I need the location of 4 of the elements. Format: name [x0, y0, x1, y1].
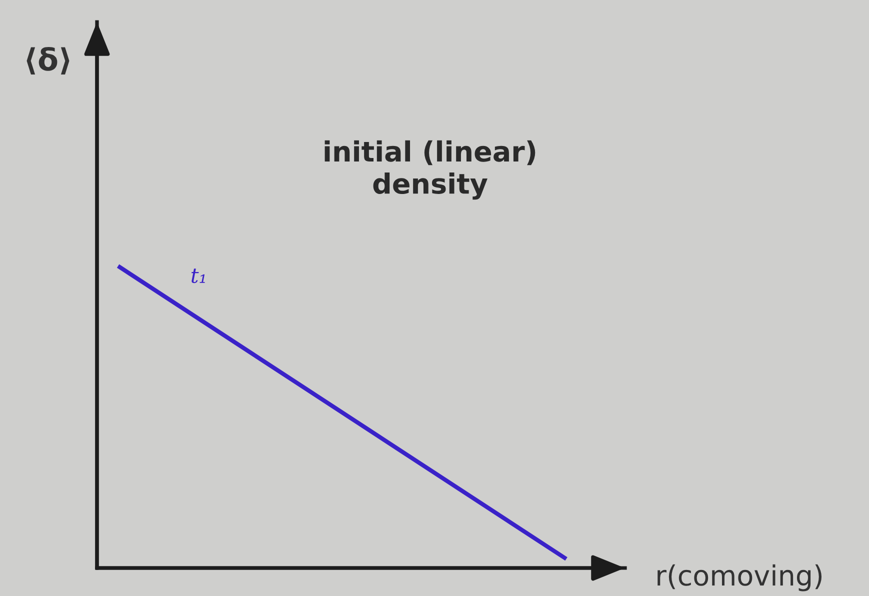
chart-title: initial (linear) density	[324, 140, 536, 200]
series-label: t₁	[192, 268, 205, 284]
text: ⟨δ⟩	[26, 46, 70, 74]
x-axis-title: r(comoving)	[658, 564, 822, 592]
